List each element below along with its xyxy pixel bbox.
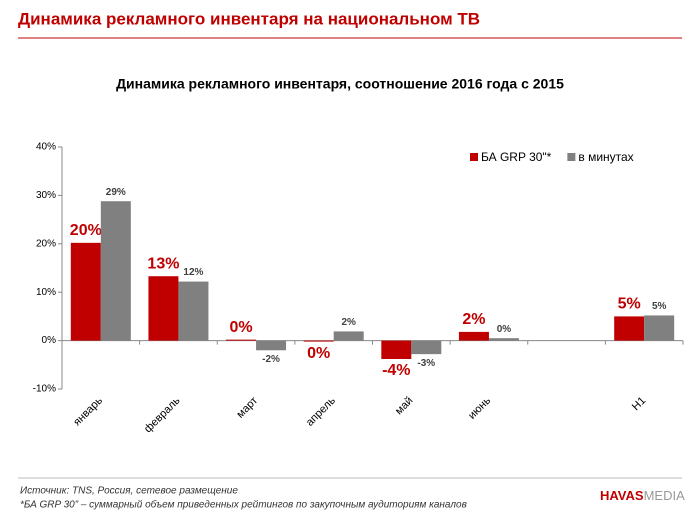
data-label: 20%: [70, 222, 102, 239]
x-tick-label: июнь: [466, 395, 493, 422]
data-label: -4%: [382, 362, 410, 379]
x-tick-label: май: [393, 395, 416, 418]
bar: [644, 315, 675, 341]
data-label: 0%: [497, 324, 512, 335]
bar: [614, 316, 645, 341]
data-label: 12%: [183, 267, 203, 278]
x-tick-label: март: [234, 395, 260, 421]
logo: HAVASMEDIA: [600, 488, 685, 503]
data-label: 2%: [462, 311, 485, 328]
legend-label: в минутах: [578, 150, 633, 164]
bar: [303, 340, 334, 342]
data-label: 5%: [652, 301, 667, 312]
note: *БА GRP 30” – суммарный объем приведенны…: [20, 499, 467, 511]
logo-left: HAVAS: [600, 488, 644, 503]
data-label: 13%: [147, 255, 179, 272]
legend-swatch: [470, 153, 478, 161]
y-tick-label: 0%: [42, 335, 57, 346]
y-tick-label: -10%: [33, 384, 56, 395]
bar: [178, 281, 209, 341]
bar: [458, 331, 489, 341]
data-label: 5%: [618, 296, 641, 313]
logo-right: MEDIA: [644, 488, 686, 503]
data-label: 0%: [307, 345, 330, 362]
data-label: 29%: [106, 187, 126, 198]
data-label: 0%: [230, 319, 253, 336]
x-tick-label: H1: [630, 395, 648, 413]
legend-swatch: [567, 153, 576, 161]
legend-label: БА GRP 30"*: [481, 150, 552, 164]
data-label: -3%: [417, 358, 435, 369]
bar: [70, 242, 101, 341]
bar: [256, 340, 287, 351]
bar: [100, 201, 131, 341]
y-tick-label: 20%: [36, 238, 56, 249]
bar: [226, 339, 257, 341]
header-title: Динамика рекламного инвентаря на национа…: [18, 9, 480, 28]
y-tick-label: 40%: [36, 142, 56, 153]
y-tick-label: 30%: [36, 190, 56, 201]
chart-title: Динамика рекламного инвентаря, соотношен…: [116, 76, 564, 92]
x-tick-label: январь: [71, 395, 105, 429]
bar: [381, 340, 412, 359]
source: Источник: TNS, Россия, сетевое размещени…: [20, 486, 238, 497]
bar: [488, 338, 519, 341]
data-label: 2%: [341, 317, 356, 328]
bar: [148, 276, 179, 341]
x-tick-label: февраль: [142, 395, 183, 436]
y-tick-label: 10%: [36, 287, 56, 298]
bar: [411, 340, 442, 355]
x-tick-label: апрель: [304, 395, 338, 429]
bar: [333, 331, 364, 341]
data-label: -2%: [262, 354, 280, 365]
